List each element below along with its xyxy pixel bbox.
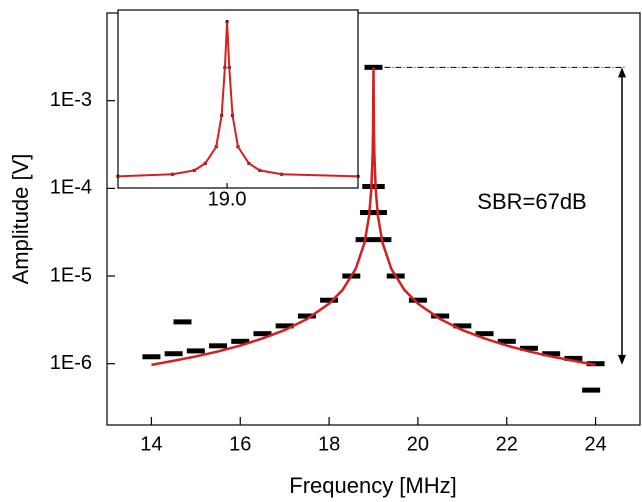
data-point (453, 323, 472, 329)
y-tick-label: 1E-3 (50, 89, 92, 111)
data-point (116, 174, 120, 178)
x-tick-label: 20 (407, 433, 429, 455)
data-point (209, 343, 228, 349)
series-group (116, 20, 360, 178)
plot-frame (117, 9, 359, 189)
x-tick-label: 16 (229, 433, 251, 455)
data-point (475, 331, 494, 337)
arrow-head (618, 354, 626, 365)
data-point (542, 351, 561, 357)
y-tick-label: 1E-4 (50, 177, 92, 199)
data-point (431, 313, 450, 319)
x-axis-title: Frequency [MHz] (289, 473, 457, 498)
data-point (564, 355, 583, 361)
data-point (497, 338, 516, 344)
x-tick-label: 14 (140, 433, 162, 455)
annotation: SBR=67dB (477, 189, 586, 214)
x-tick-label: 19.0 (208, 188, 247, 210)
fit-line (117, 21, 359, 178)
data-point (408, 297, 427, 303)
data-point (519, 345, 538, 351)
y-tick-label: 1E-6 (50, 352, 92, 374)
data-point (231, 338, 250, 344)
data-point (356, 174, 360, 178)
data-point (582, 387, 601, 393)
data-point (253, 331, 272, 337)
data-point (142, 354, 161, 360)
x-tick-label: 18 (318, 433, 340, 455)
y-tick-label: 1E-5 (50, 264, 92, 286)
data-point (320, 297, 339, 303)
data-point (186, 348, 205, 354)
x-tick-label: 24 (584, 433, 606, 455)
x-tick-label: 22 (496, 433, 518, 455)
data-point (164, 351, 183, 357)
data-point (275, 323, 294, 329)
plot-frame (106, 12, 641, 426)
arrow-head (618, 67, 626, 78)
data-point (173, 319, 192, 325)
data-point (297, 313, 316, 319)
y-axis-title: Amplitude [V] (8, 154, 33, 285)
